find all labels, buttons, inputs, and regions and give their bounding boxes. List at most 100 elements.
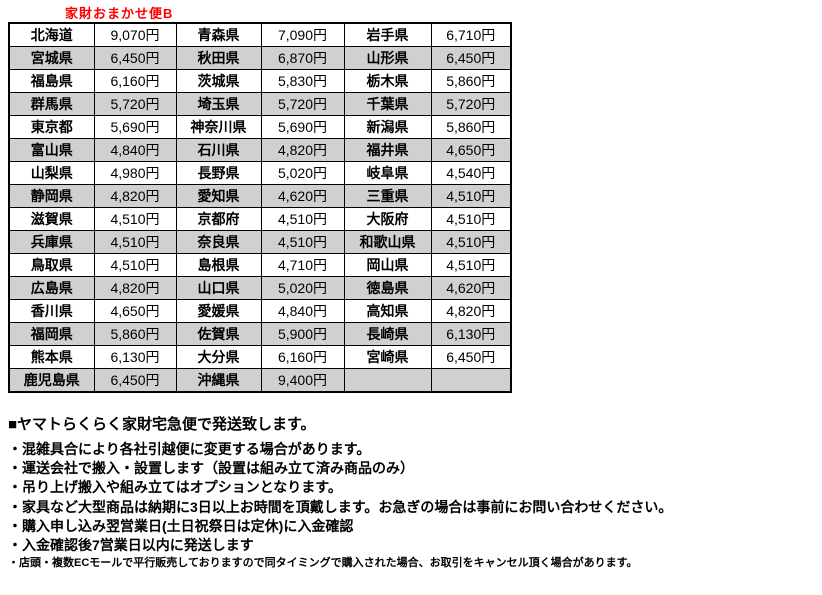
prefecture-cell: 富山県 xyxy=(8,137,95,162)
price-cell: 5,860円 xyxy=(430,69,512,93)
price-cell: 6,130円 xyxy=(430,321,512,346)
price-cell: 4,820円 xyxy=(93,275,177,300)
prefecture-cell: 福島県 xyxy=(8,69,95,93)
table-row: 熊本県 6,130円 大分県 6,160円 宮崎県 6,450円 xyxy=(8,344,512,369)
prefecture-cell: 新潟県 xyxy=(343,114,432,139)
prefecture-cell: 三重県 xyxy=(343,183,432,208)
prefecture-cell: 和歌山県 xyxy=(343,229,432,254)
price-cell: 4,620円 xyxy=(260,183,345,208)
prefecture-cell: 徳島県 xyxy=(343,275,432,300)
prefecture-cell: 京都府 xyxy=(175,206,262,231)
price-cell: 4,510円 xyxy=(430,252,512,277)
prefecture-cell: 奈良県 xyxy=(175,229,262,254)
prefecture-cell: 静岡県 xyxy=(8,183,95,208)
shipping-fee-table: 北海道 9,070円 青森県 7,090円 岩手県 6,710円 宮城県 6,450円 秋田県 6… xyxy=(8,22,512,393)
prefecture-cell: 岡山県 xyxy=(343,252,432,277)
prefecture-cell: 熊本県 xyxy=(8,344,95,369)
prefecture-cell: 秋田県 xyxy=(175,46,262,71)
prefecture-cell: 兵庫県 xyxy=(8,229,95,254)
prefecture-cell: 大分県 xyxy=(175,344,262,369)
table-row: 香川県 4,650円 愛媛県 4,840円 高知県 4,820円 xyxy=(8,298,512,323)
table-row: 広島県 4,820円 山口県 5,020円 徳島県 4,620円 xyxy=(8,275,512,300)
price-cell: 4,510円 xyxy=(260,206,345,231)
shipping-plan-title: 家財おまかせ便B xyxy=(65,6,174,21)
prefecture-cell: 高知県 xyxy=(343,298,432,323)
price-cell: 4,510円 xyxy=(93,206,177,231)
price-cell: 6,450円 xyxy=(93,46,177,71)
prefecture-cell: 東京都 xyxy=(8,114,95,139)
price-cell: 4,510円 xyxy=(93,229,177,254)
price-cell: 6,450円 xyxy=(430,344,512,369)
prefecture-cell: 栃木県 xyxy=(343,69,432,93)
price-cell: 9,400円 xyxy=(260,367,345,393)
price-cell: 6,160円 xyxy=(93,69,177,93)
price-cell: 5,720円 xyxy=(93,92,177,116)
table-row: 鳥取県 4,510円 島根県 4,710円 岡山県 4,510円 xyxy=(8,252,512,277)
price-cell: 9,070円 xyxy=(93,22,177,48)
prefecture-cell: 山口県 xyxy=(175,275,262,300)
prefecture-cell: 宮城県 xyxy=(8,46,95,71)
table-row: 北海道 9,070円 青森県 7,090円 岩手県 6,710円 xyxy=(8,22,512,48)
table-row: 鹿児島県 6,450円 沖縄県 9,400円 xyxy=(8,367,512,393)
price-cell: 4,650円 xyxy=(430,137,512,162)
prefecture-cell: 鳥取県 xyxy=(8,252,95,277)
prefecture-cell: 沖縄県 xyxy=(175,367,262,393)
price-cell: 5,020円 xyxy=(260,160,345,185)
price-cell: 5,720円 xyxy=(260,92,345,116)
table-row: 福岡県 5,860円 佐賀県 5,900円 長崎県 6,130円 xyxy=(8,321,512,346)
prefecture-cell: 宮崎県 xyxy=(343,344,432,369)
prefecture-cell: 香川県 xyxy=(8,298,95,323)
shipping-note-item: ・購入申し込み翌営業日(土日祝祭日は定休)に入金確認 xyxy=(8,517,354,534)
table-row: 福島県 6,160円 茨城県 5,830円 栃木県 5,860円 xyxy=(8,69,512,93)
prefecture-cell: 愛知県 xyxy=(175,183,262,208)
prefecture-cell: 埼玉県 xyxy=(175,92,262,116)
prefecture-cell: 青森県 xyxy=(175,22,262,48)
price-cell: 5,900円 xyxy=(260,321,345,346)
price-cell: 4,510円 xyxy=(430,229,512,254)
table-row: 富山県 4,840円 石川県 4,820円 福井県 4,650円 xyxy=(8,137,512,162)
price-cell: 4,980円 xyxy=(93,160,177,185)
table-row: 滋賀県 4,510円 京都府 4,510円 大阪府 4,510円 xyxy=(8,206,512,231)
prefecture-cell: 神奈川県 xyxy=(175,114,262,139)
shipping-table-body: 北海道 9,070円 青森県 7,090円 岩手県 6,710円 宮城県 6,450円 秋田県 6… xyxy=(8,22,512,393)
price-cell: 6,450円 xyxy=(93,367,177,393)
price-cell: 5,690円 xyxy=(93,114,177,139)
table-row: 群馬県 5,720円 埼玉県 5,720円 千葉県 5,720円 xyxy=(8,92,512,116)
prefecture-cell: 群馬県 xyxy=(8,92,95,116)
prefecture-cell xyxy=(343,367,432,393)
table-row: 山梨県 4,980円 長野県 5,020円 岐阜県 4,540円 xyxy=(8,160,512,185)
price-cell: 4,650円 xyxy=(93,298,177,323)
prefecture-cell: 長野県 xyxy=(175,160,262,185)
shipping-footnote: ・店頭・複数ECモールで平行販売しておりますので同タイミングで購入された場合、お… xyxy=(8,557,638,569)
price-cell: 4,510円 xyxy=(430,183,512,208)
price-cell: 6,450円 xyxy=(430,46,512,71)
prefecture-cell: 広島県 xyxy=(8,275,95,300)
prefecture-cell: 岩手県 xyxy=(343,22,432,48)
prefecture-cell: 福井県 xyxy=(343,137,432,162)
price-cell: 5,020円 xyxy=(260,275,345,300)
price-cell: 4,510円 xyxy=(93,252,177,277)
prefecture-cell: 愛媛県 xyxy=(175,298,262,323)
price-cell: 4,820円 xyxy=(260,137,345,162)
price-cell: 4,840円 xyxy=(93,137,177,162)
prefecture-cell: 石川県 xyxy=(175,137,262,162)
shipping-notes-list: ・混雑具合により各社引越便に変更する場合があります。 ・運送会社で搬入・設置します… xyxy=(8,440,818,555)
price-cell: 6,130円 xyxy=(93,344,177,369)
price-cell: 4,510円 xyxy=(430,206,512,231)
price-cell: 7,090円 xyxy=(260,22,345,48)
table-row: 東京都 5,690円 神奈川県 5,690円 新潟県 5,860円 xyxy=(8,114,512,139)
prefecture-cell: 山梨県 xyxy=(8,160,95,185)
prefecture-cell: 千葉県 xyxy=(343,92,432,116)
price-cell: 4,840円 xyxy=(260,298,345,323)
price-cell: 5,720円 xyxy=(430,92,512,116)
prefecture-cell: 長崎県 xyxy=(343,321,432,346)
shipping-note-item: ・混雑具合により各社引越便に変更する場合があります。 xyxy=(8,441,371,457)
shipping-notes-heading: ■ヤマトらくらく家財宅急便で発送致します。 xyxy=(8,416,316,433)
price-cell: 4,540円 xyxy=(430,160,512,185)
price-cell: 5,860円 xyxy=(430,114,512,139)
prefecture-cell: 滋賀県 xyxy=(8,206,95,231)
price-cell: 6,710円 xyxy=(430,22,512,48)
price-cell: 4,820円 xyxy=(430,298,512,323)
table-row: 静岡県 4,820円 愛知県 4,620円 三重県 4,510円 xyxy=(8,183,512,208)
